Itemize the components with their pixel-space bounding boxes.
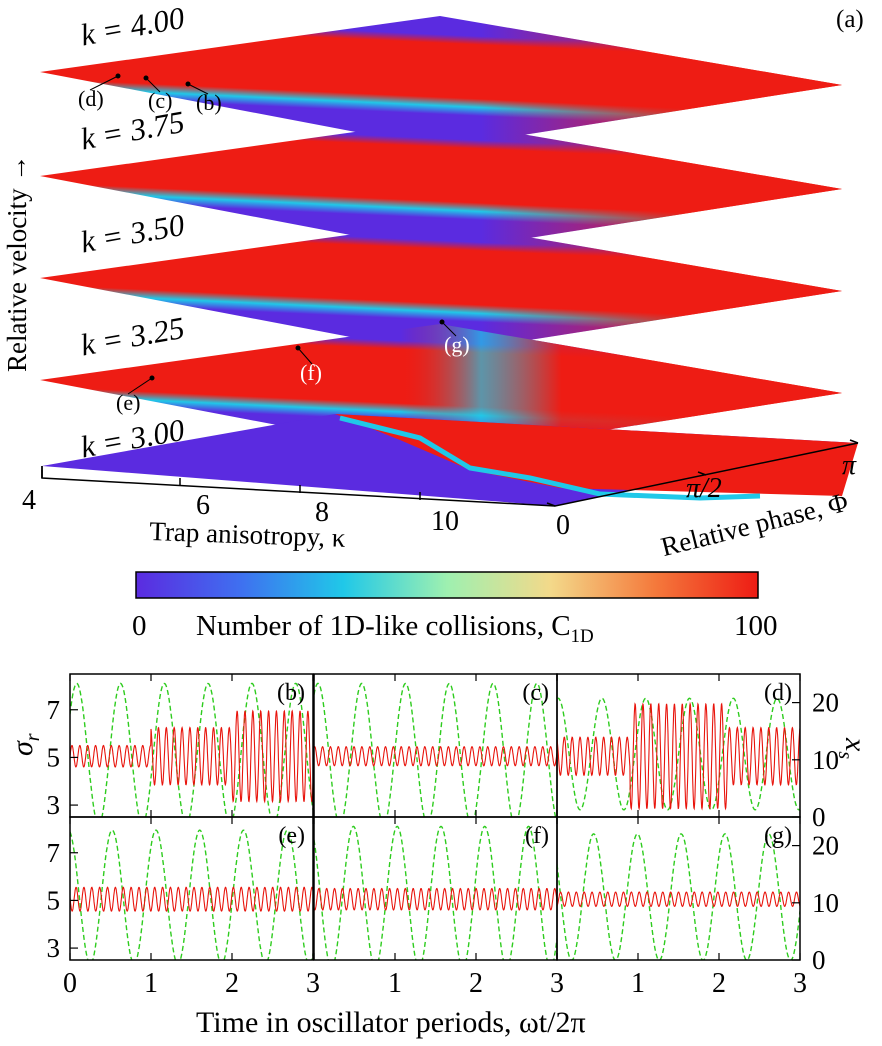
sigma-r-series-5 xyxy=(557,891,800,908)
subplot-frame-1 xyxy=(313,673,558,818)
subplot-f: (f) xyxy=(313,816,558,961)
subplot-d: (d) xyxy=(556,673,801,818)
subplot-label-4: (f) xyxy=(525,823,549,849)
subplot-label-1: (c) xyxy=(522,680,549,706)
bottom-tick-label-2-3: 3 xyxy=(793,968,807,999)
xs-sub: s xyxy=(834,751,856,760)
heatmap-layer-5-red-region xyxy=(335,414,858,496)
left-tick-label-1-2: 7 xyxy=(47,838,61,868)
marker-leader-3 xyxy=(127,377,153,395)
xs-symbol: x xyxy=(839,738,872,752)
bottom-tick-label-1-2: 2 xyxy=(469,968,483,999)
subplot-label-2: (d) xyxy=(764,680,792,706)
heatmap-layer-overlay-4 xyxy=(40,324,842,456)
colorbar-bar xyxy=(135,571,759,599)
subplot-label-3: (e) xyxy=(278,823,305,849)
colorbar-label-sub: 1D xyxy=(570,625,594,647)
marker-label-5: (g) xyxy=(444,332,470,357)
y-tick-mark-2 xyxy=(849,439,859,444)
subplot-label-0: (b) xyxy=(277,680,305,706)
sigma-r-series-1 xyxy=(314,745,557,767)
y-tick-mark-1 xyxy=(697,471,707,476)
right-tick-label-1-1: 10 xyxy=(812,888,839,918)
bottom-tick-label-1-3: 3 xyxy=(550,968,564,999)
bottom-tick-label-0-0: 0 xyxy=(63,968,77,999)
colorbar-label: Number of 1D-like collisions, C1D xyxy=(196,610,594,648)
bottom-tick-label-0-1: 1 xyxy=(144,968,158,999)
colorbar-label-text: Number of 1D-like collisions, C xyxy=(196,610,571,642)
heatmap-layer-5-boundary xyxy=(339,415,761,501)
right-tick-label-0-1: 10 xyxy=(812,745,839,775)
x-tick-6: 6 xyxy=(196,490,210,521)
right-tick-label-0-0: 0 xyxy=(812,802,826,832)
sigma-r-series-3 xyxy=(70,886,313,912)
layer-stack xyxy=(40,16,858,506)
x-tick-10: 10 xyxy=(431,506,459,537)
sigma-r-sub: r xyxy=(22,733,44,742)
marker-leader-0 xyxy=(89,75,119,91)
y-tick-0: 0 xyxy=(556,510,570,541)
point-markers: (d) (c) (b) (e) (f) (g) xyxy=(78,73,470,415)
subplot-frame-5 xyxy=(556,816,801,961)
marker-leader-2 xyxy=(187,83,209,95)
sigma-r-symbol: σ xyxy=(6,741,39,756)
heatmap-layer-overlay-2 xyxy=(40,120,842,252)
panel-a-label: (a) xyxy=(836,6,864,33)
bottom-tick-label-0-2: 2 xyxy=(225,968,239,999)
z-axis-label: Relative velocity → xyxy=(2,154,32,372)
marker-label-0: (d) xyxy=(78,86,104,111)
left-tick-label-0-2: 7 xyxy=(47,695,61,725)
left-tick-label-0-0: 3 xyxy=(47,790,61,820)
left-tick-label-0-1: 5 xyxy=(47,742,61,772)
marker-label-1: (c) xyxy=(148,88,172,113)
xs-series-3 xyxy=(70,829,313,960)
right-tick-label-1-2: 20 xyxy=(812,831,839,861)
bottom-tick-label-2-2: 2 xyxy=(712,968,726,999)
heatmap-layer-overlay-1 xyxy=(40,16,842,148)
axes-3d xyxy=(41,439,859,507)
xs-series-1 xyxy=(314,682,557,817)
marker-leader-5 xyxy=(441,321,457,337)
left-tick-label-1-0: 3 xyxy=(47,933,61,963)
heatmap-layer-overlay-3 xyxy=(40,222,842,354)
right-tick-label-0-2: 20 xyxy=(812,688,839,718)
left-tick-label-1-1: 5 xyxy=(47,885,61,915)
marker-label-3: (e) xyxy=(116,390,140,415)
colorbar xyxy=(135,571,759,599)
xs-series-4 xyxy=(314,825,557,960)
subplot-b: (b) xyxy=(69,673,314,818)
subplot-c: (c) xyxy=(313,673,558,818)
y-tick-mark-0 xyxy=(546,502,556,507)
marker-label-2: (b) xyxy=(196,90,222,115)
bottom-tick-label-2-1: 1 xyxy=(631,968,645,999)
sigma-r-axis-label: σr xyxy=(6,733,45,756)
time-axis-label: Time in oscillator periods, ωt/2π xyxy=(196,1006,586,1039)
colorbar-max: 100 xyxy=(734,610,778,642)
xs-series-5 xyxy=(557,833,800,960)
subplot-e: (e) xyxy=(69,816,314,961)
colorbar-min: 0 xyxy=(132,610,147,642)
y-tick-pi2: π/2 xyxy=(686,473,722,504)
y-tick-pi: π xyxy=(842,450,857,481)
xs-axis-label: xs xyxy=(833,738,872,759)
marker-label-4: (f) xyxy=(300,360,322,385)
x-tick-8: 8 xyxy=(315,497,329,528)
sigma-r-series-2 xyxy=(557,701,800,811)
marker-leader-4 xyxy=(297,347,313,365)
subplot-frame-3 xyxy=(69,816,314,961)
xs-series-2 xyxy=(557,697,800,811)
sigma-r-series-0 xyxy=(70,709,313,804)
subplot-g: (g) xyxy=(556,816,801,961)
subplot-label-5: (g) xyxy=(764,823,792,849)
right-tick-label-1-0: 0 xyxy=(812,945,826,975)
bottom-tick-label-0-3: 3 xyxy=(306,968,320,999)
marker-leader-1 xyxy=(145,77,161,93)
x-tick-4: 4 xyxy=(22,485,36,516)
xs-series-0 xyxy=(70,682,313,817)
bottom-tick-label-1-1: 1 xyxy=(388,968,402,999)
sigma-r-series-4 xyxy=(314,887,557,911)
